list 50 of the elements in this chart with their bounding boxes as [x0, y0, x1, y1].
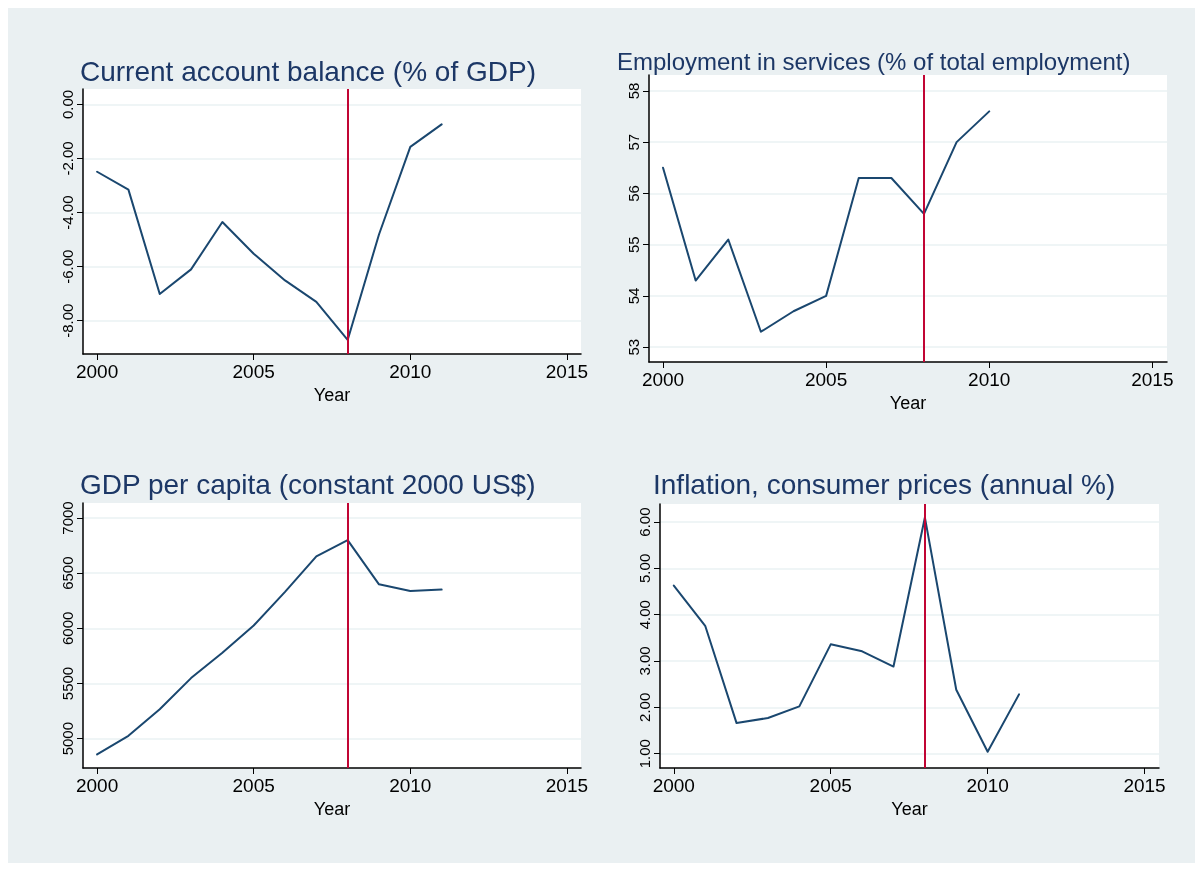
y-tick-label: 5.00 [636, 553, 653, 583]
x-tick-label: 2010 [389, 775, 432, 796]
y-tick-label: -2.00 [59, 141, 76, 176]
y-tick-label: 58 [625, 82, 642, 100]
line-series [96, 539, 443, 756]
x-tick-label: 2010 [389, 361, 432, 382]
x-axis-title: Year [313, 798, 351, 819]
chart-title: Employment in services (% of total employment) [617, 47, 1131, 75]
line-series [672, 516, 1021, 753]
y-tick-label: 7000 [59, 501, 76, 535]
y-tick-label: -4.00 [59, 195, 76, 230]
y-tick-label: 5000 [59, 721, 76, 756]
chart-title: GDP per capita (constant 2000 US$) [80, 468, 536, 500]
x-tick-label: 2015 [545, 775, 589, 796]
y-tick-label: 55 [625, 236, 642, 253]
x-tick-label: 2000 [75, 361, 119, 382]
x-tick-label: 2000 [652, 775, 695, 796]
x-axis-title: Year [891, 798, 928, 819]
chart-title: Current account balance (% of GDP) [80, 55, 536, 87]
y-tick-label: 2.00 [636, 692, 653, 722]
x-tick-label: 2005 [232, 361, 275, 382]
y-tick-label: 57 [625, 133, 642, 151]
y-tick-label: -8.00 [59, 303, 76, 338]
x-tick-label: 2005 [809, 775, 852, 796]
y-tick-label: 6.00 [636, 507, 653, 537]
y-tick-label: 0.00 [59, 89, 76, 120]
x-tick-label: 2010 [968, 369, 1011, 390]
y-tick-label: 54 [625, 287, 642, 305]
x-tick-label: 2000 [75, 775, 119, 796]
x-tick-label: 2000 [641, 369, 685, 390]
y-tick-label: 56 [625, 185, 642, 202]
y-tick-label: 6000 [59, 611, 76, 646]
y-tick-label: 1.00 [636, 739, 653, 769]
y-tick-label: 53 [625, 338, 642, 356]
x-tick-label: 2015 [1123, 775, 1166, 796]
x-tick-label: 2005 [232, 775, 275, 796]
y-tick-label: 5500 [59, 666, 76, 701]
line-series [96, 123, 443, 341]
line-series [662, 110, 991, 333]
y-tick-label: 3.00 [636, 646, 653, 676]
x-tick-label: 2010 [966, 775, 1009, 796]
x-axis-title: Year [889, 392, 927, 413]
y-tick-label: 4.00 [636, 600, 653, 630]
y-tick-label: 6500 [59, 556, 76, 590]
x-tick-label: 2005 [804, 369, 848, 390]
x-tick-label: 2015 [545, 361, 589, 382]
x-axis-title: Year [313, 384, 351, 405]
x-tick-label: 2015 [1131, 369, 1174, 390]
chart-title: Inflation, consumer prices (annual %) [653, 468, 1116, 500]
y-tick-label: -6.00 [59, 249, 76, 284]
